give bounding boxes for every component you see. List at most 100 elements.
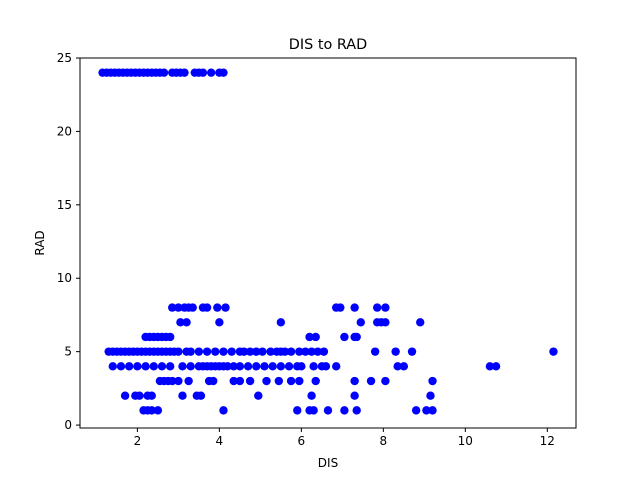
- y-tick-label: 15: [57, 198, 72, 212]
- data-points: [98, 68, 558, 415]
- data-point: [428, 376, 437, 386]
- data-point: [202, 303, 212, 312]
- y-axis-ticks: 0 5 10 15 20 25: [57, 51, 80, 432]
- data-point: [284, 362, 294, 371]
- data-point: [422, 406, 431, 415]
- data-point: [391, 347, 400, 356]
- data-point: [307, 391, 316, 400]
- data-point: [176, 318, 185, 327]
- data-point: [356, 318, 365, 327]
- y-tick-label: 20: [57, 124, 72, 138]
- data-point: [260, 362, 269, 371]
- data-point: [178, 391, 187, 400]
- data-point: [268, 362, 277, 371]
- data-point: [407, 347, 417, 356]
- data-point: [184, 376, 193, 386]
- data-point: [276, 362, 286, 371]
- data-point: [186, 362, 195, 371]
- data-point: [309, 362, 318, 371]
- data-point: [245, 347, 255, 356]
- data-point: [135, 391, 144, 400]
- data-point: [229, 376, 238, 386]
- data-point: [141, 362, 150, 371]
- y-tick-label: 25: [57, 51, 72, 65]
- data-point: [295, 376, 304, 386]
- data-point: [399, 362, 409, 371]
- data-point: [305, 332, 314, 342]
- data-point: [211, 347, 220, 356]
- data-point: [286, 347, 296, 356]
- x-tick-label: 6: [298, 434, 306, 448]
- data-point: [381, 376, 390, 386]
- data-point: [206, 68, 216, 77]
- data-point: [266, 347, 275, 356]
- data-point: [157, 362, 167, 371]
- data-point: [293, 406, 302, 415]
- x-tick-label: 8: [380, 434, 388, 448]
- data-point: [174, 303, 183, 312]
- x-tick-label: 12: [540, 434, 555, 448]
- data-point: [372, 303, 382, 312]
- data-point: [213, 303, 222, 312]
- data-point: [235, 376, 245, 386]
- data-point: [352, 332, 361, 342]
- data-point: [133, 362, 142, 371]
- y-tick-label: 5: [64, 345, 72, 359]
- data-point: [219, 68, 228, 77]
- data-point: [307, 347, 316, 356]
- data-point: [393, 362, 402, 371]
- data-point: [331, 362, 341, 371]
- data-point: [311, 332, 320, 342]
- data-point: [198, 68, 208, 77]
- data-point: [196, 391, 206, 400]
- data-point: [229, 362, 238, 371]
- x-tick-label: 4: [216, 434, 224, 448]
- data-point: [153, 406, 163, 415]
- data-point: [428, 406, 437, 415]
- y-tick-label: 10: [57, 271, 72, 285]
- data-point: [549, 347, 558, 356]
- data-point: [215, 318, 224, 327]
- x-axis-label: DIS: [318, 456, 338, 470]
- data-point: [276, 318, 286, 327]
- data-point: [149, 362, 158, 371]
- data-point: [180, 68, 189, 77]
- data-point: [188, 303, 197, 312]
- data-point: [209, 376, 218, 386]
- data-point: [352, 406, 361, 415]
- data-point: [165, 362, 175, 371]
- data-point: [381, 318, 390, 327]
- data-point: [416, 318, 425, 327]
- data-point: [124, 362, 134, 371]
- data-point: [147, 391, 156, 400]
- data-point: [227, 347, 236, 356]
- data-point: [323, 406, 333, 415]
- data-point: [366, 376, 376, 386]
- chart-title: DIS to RAD: [289, 37, 367, 53]
- data-point: [426, 391, 435, 400]
- data-point: [491, 362, 501, 371]
- data-point: [221, 303, 230, 312]
- data-point: [370, 347, 380, 356]
- data-point: [147, 406, 156, 415]
- data-point: [280, 347, 290, 356]
- data-point: [301, 347, 310, 356]
- data-point: [245, 376, 255, 386]
- data-point: [336, 303, 345, 312]
- data-point: [168, 303, 177, 312]
- data-point: [485, 362, 495, 371]
- data-point: [350, 303, 359, 312]
- data-point: [219, 406, 228, 415]
- data-point: [340, 332, 349, 342]
- data-point: [182, 318, 191, 327]
- data-point: [321, 362, 331, 371]
- data-point: [319, 347, 329, 356]
- data-point: [350, 376, 359, 386]
- data-point: [381, 303, 390, 312]
- data-point: [202, 347, 212, 356]
- data-point: [219, 347, 228, 356]
- data-point: [411, 406, 421, 415]
- data-point: [235, 362, 245, 371]
